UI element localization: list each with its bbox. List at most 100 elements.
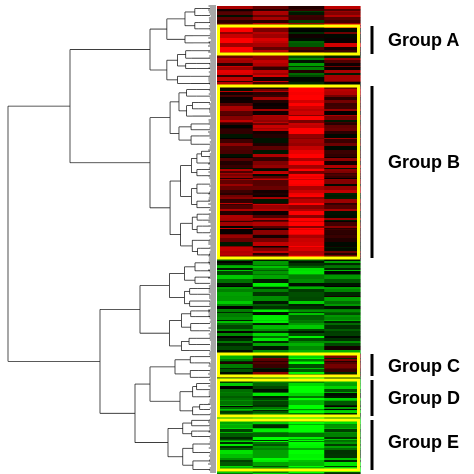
heatmap-cell: [288, 180, 325, 185]
heatmap-cell: [288, 274, 325, 276]
heatmap-cell: [252, 275, 290, 280]
heatmap-cell: [288, 32, 325, 35]
heatmap-cell: [217, 432, 254, 434]
heatmap-cell: [217, 138, 254, 140]
heatmap-cell: [252, 263, 290, 266]
heatmap-cell: [252, 161, 290, 166]
heatmap-cell: [288, 292, 325, 297]
heatmap-cell: [217, 333, 254, 337]
heatmap-cell: [288, 312, 325, 314]
heatmap-cell: [217, 321, 254, 324]
heatmap-cell: [324, 75, 361, 78]
heatmap-cell: [288, 23, 325, 25]
heatmap-cell: [324, 203, 361, 205]
heatmap-cell: [324, 103, 361, 107]
heatmap-cell: [252, 176, 290, 179]
heatmap-cell: [217, 297, 254, 302]
heatmap-cell: [288, 92, 325, 96]
heatmap-cell: [217, 440, 254, 442]
heatmap-cell: [288, 215, 325, 219]
heatmap-cell: [324, 396, 361, 399]
heatmap-cell: [252, 171, 290, 174]
heatmap-cell: [324, 279, 361, 284]
heatmap-cell: [288, 186, 325, 191]
heatmap-cell: [324, 341, 361, 344]
heatmap-cell: [324, 178, 361, 180]
heatmap-cell: [288, 28, 325, 33]
heatmap-cell: [288, 407, 325, 410]
heatmap-cell: [217, 424, 254, 426]
heatmap-cell: [324, 287, 361, 290]
heatmap-cell: [288, 446, 325, 449]
heatmap-cell: [217, 20, 254, 24]
heatmap-cell: [324, 261, 361, 264]
heatmap-cell: [288, 73, 325, 76]
heatmap-cell: [217, 125, 254, 129]
heatmap-cell: [288, 146, 325, 151]
heatmap-cell: [324, 283, 361, 287]
heatmap-cell: [288, 203, 325, 205]
heatmap-cell: [252, 309, 290, 311]
heatmap-cell: [217, 171, 254, 174]
heatmap-cell: [288, 205, 325, 210]
heatmap-cell: [324, 143, 361, 147]
heatmap-cell: [252, 425, 290, 429]
heatmap-cell: [324, 197, 361, 200]
heatmap-cell: [217, 248, 254, 252]
heatmap-cell: [288, 422, 325, 425]
heatmap-cell: [217, 228, 254, 230]
heatmap-cell: [217, 274, 254, 276]
heatmap-cell: [252, 433, 290, 438]
heatmap-cell: [288, 354, 325, 359]
heatmap-cell: [288, 333, 325, 337]
heatmap-cell: [217, 309, 254, 311]
heatmap-cell: [288, 226, 325, 229]
heatmap-cell: [252, 466, 290, 468]
heatmap-cell: [324, 120, 361, 123]
heatmap-cell: [288, 116, 325, 121]
heatmap-cell: [217, 268, 254, 271]
heatmap-cell: [252, 179, 290, 181]
heatmap-cell: [324, 91, 361, 93]
heatmap-cell: [288, 437, 325, 440]
heatmap-cell: [252, 274, 290, 276]
heatmap-cell: [324, 410, 361, 412]
heatmap-cell: [217, 180, 254, 185]
heatmap-cell: [217, 317, 254, 321]
heatmap-cell: [252, 398, 290, 401]
heatmap-cell: [217, 400, 254, 402]
heatmap-cell: [324, 161, 361, 166]
heatmap-cell: [288, 195, 325, 198]
heatmap-cell: [217, 279, 254, 284]
heatmap-cell: [217, 466, 254, 468]
heatmap-cell: [217, 109, 254, 112]
heatmap-cell: [217, 6, 254, 10]
heatmap-cell: [288, 50, 325, 53]
heatmap-cell: [217, 50, 254, 53]
heatmap-cell: [288, 128, 325, 130]
heatmap-cell: [217, 203, 254, 205]
heatmap-cell: [252, 92, 290, 96]
heatmap-cell: [252, 444, 290, 447]
heatmap-cell: [324, 23, 361, 25]
heatmap-cell: [252, 128, 290, 130]
heatmap-cell: [324, 383, 361, 387]
heatmap-cell: [324, 270, 361, 272]
heatmap-cell: [288, 321, 325, 324]
heatmap-cell: [288, 77, 325, 82]
heatmap-cell: [288, 75, 325, 78]
heatmap-cell: [288, 462, 325, 467]
heatmap-cell: [252, 429, 290, 433]
heatmap-cell: [324, 258, 361, 262]
heatmap-cell: [252, 268, 290, 271]
heatmap-cell: [252, 359, 290, 362]
heatmap-cell: [288, 9, 325, 12]
heatmap-cell: [217, 179, 254, 181]
heatmap-cell: [324, 128, 361, 130]
heatmap-cell: [324, 424, 361, 426]
heatmap-cell: [217, 458, 254, 461]
heatmap-cell: [217, 157, 254, 159]
heatmap-cell: [324, 362, 361, 365]
heatmap-cell: [252, 203, 290, 205]
heatmap-cell: [252, 234, 290, 236]
